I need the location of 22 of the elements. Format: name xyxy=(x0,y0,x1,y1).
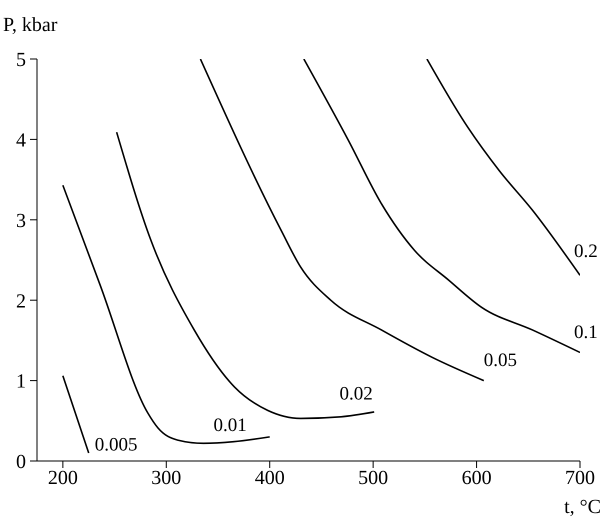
x-tick-label: 600 xyxy=(462,467,492,490)
x-tick-label: 500 xyxy=(358,467,388,490)
line-series xyxy=(116,131,375,420)
y-tick-label: 2 xyxy=(16,290,26,312)
series-label: 0.005 xyxy=(94,434,138,456)
series-label: 0.1 xyxy=(574,322,598,343)
y-tick-label: 0 xyxy=(16,451,26,474)
series-label: 0.02 xyxy=(340,383,373,404)
y-tick-label: 4 xyxy=(16,130,26,152)
x-tick-label: 200 xyxy=(48,467,78,490)
y-axis-title: P, kbar xyxy=(3,14,58,37)
series-label: 0.05 xyxy=(484,350,518,372)
y-tick-label: 5 xyxy=(16,49,26,72)
x-tick-label: 400 xyxy=(254,467,285,490)
x-tick-label: 700 xyxy=(565,467,595,490)
y-tick-label: 1 xyxy=(16,370,26,393)
series-label: 0.01 xyxy=(214,414,247,436)
y-tick-label: 3 xyxy=(16,210,26,232)
x-axis-title: t, °C xyxy=(564,496,601,519)
x-tick-label: 300 xyxy=(151,467,182,490)
series-label: 0.2 xyxy=(574,240,598,262)
line-series xyxy=(200,59,485,382)
